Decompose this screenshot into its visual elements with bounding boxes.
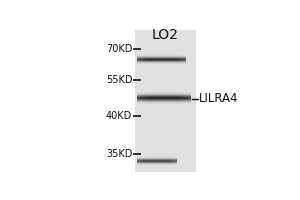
Text: 35KD: 35KD: [106, 149, 132, 159]
Text: 55KD: 55KD: [106, 75, 132, 85]
Text: LILRA4: LILRA4: [199, 92, 239, 105]
Text: 40KD: 40KD: [106, 111, 132, 121]
Bar: [135, 30, 196, 172]
Text: 70KD: 70KD: [106, 44, 132, 54]
Text: LO2: LO2: [152, 28, 179, 42]
